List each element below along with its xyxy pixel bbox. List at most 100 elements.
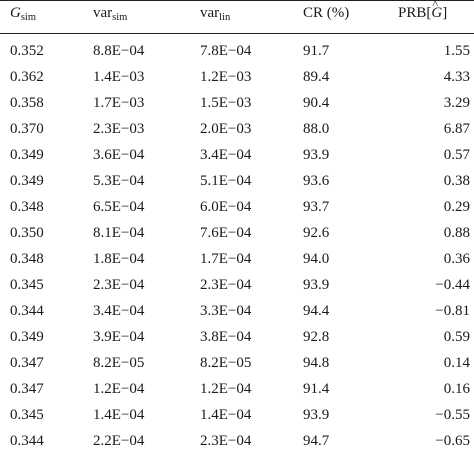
cr-cell: 93.9 [303,407,330,423]
var-lin-cell: 1.4E−04 [200,407,252,423]
table-row: 0.349 3.9E−04 3.8E−04 92.8 0.59 [0,328,474,354]
cr-cell: 94.7 [303,433,330,449]
var-lin-cell: 3.4E−04 [200,147,252,163]
table-row: 0.350 8.1E−04 7.6E−04 92.6 0.88 [0,224,474,250]
prb-cell: 0.16 [443,381,470,397]
var-lin-cell: 8.2E−05 [200,355,252,371]
var-lin-cell: 2.0E−03 [200,121,252,137]
var-sim-cell: 3.4E−04 [93,303,145,319]
g-sim-cell: 0.348 [10,199,44,215]
prb-cell: −0.44 [435,277,470,293]
table-top-rule [0,0,474,1]
g-sim-cell: 0.350 [10,225,44,241]
var-lin-cell: 1.5E−03 [200,95,252,111]
table-row: 0.362 1.4E−03 1.2E−03 89.4 4.33 [0,68,474,94]
var-lin-cell: 1.7E−04 [200,251,252,267]
prb-cell: −0.65 [435,433,470,449]
var-sim-cell: 2.2E−04 [93,433,145,449]
table-row: 0.347 1.2E−04 1.2E−04 91.4 0.16 [0,380,474,406]
cr-cell: 90.4 [303,95,330,111]
g-sim-cell: 0.345 [10,407,44,423]
table-row: 0.345 1.4E−04 1.4E−04 93.9 −0.55 [0,406,474,432]
table-header-row: Gsim varsim varlin CR (%) PRB[^ G] [0,0,474,33]
prb-cell: 0.29 [443,199,470,215]
g-sim-cell: 0.362 [10,69,44,85]
g-sim-cell: 0.345 [10,277,44,293]
g-sim-cell: 0.352 [10,43,44,59]
var-lin-cell: 1.2E−04 [200,381,252,397]
cr-cell: 93.9 [303,277,330,293]
header-var-lin: varlin [200,5,231,23]
g-sim-cell: 0.349 [10,173,44,189]
header-var-sim: varsim [93,5,128,23]
var-sim-cell: 2.3E−04 [93,277,145,293]
var-sim-cell: 6.5E−04 [93,199,145,215]
g-sim-cell: 0.349 [10,147,44,163]
cr-cell: 94.0 [303,251,330,267]
var-sim-cell: 8.2E−05 [93,355,145,371]
cr-cell: 93.7 [303,199,330,215]
var-sim-cell: 1.7E−03 [93,95,145,111]
var-sim-cell: 2.3E−03 [93,121,145,137]
table-row: 0.352 8.8E−04 7.8E−04 91.7 1.55 [0,42,474,68]
var-sim-cell: 1.4E−03 [93,69,145,85]
cr-cell: 94.8 [303,355,330,371]
var-sim-cell: 1.4E−04 [93,407,145,423]
var-lin-cell: 6.0E−04 [200,199,252,215]
table-row: 0.349 5.3E−04 5.1E−04 93.6 0.38 [0,172,474,198]
g-sim-cell: 0.370 [10,121,44,137]
g-sim-cell: 0.348 [10,251,44,267]
cr-cell: 91.4 [303,381,330,397]
table-row: 0.344 3.4E−04 3.3E−04 94.4 −0.81 [0,302,474,328]
g-sim-cell: 0.347 [10,355,44,371]
cr-cell: 89.4 [303,69,330,85]
prb-cell: 3.29 [443,95,470,111]
table-row: 0.348 1.8E−04 1.7E−04 94.0 0.36 [0,250,474,276]
var-lin-cell: 7.6E−04 [200,225,252,241]
table-row: 0.349 3.6E−04 3.4E−04 93.9 0.57 [0,146,474,172]
prb-cell: −0.55 [435,407,470,423]
var-sim-cell: 8.1E−04 [93,225,145,241]
table-row: 0.345 2.3E−04 2.3E−04 93.9 −0.44 [0,276,474,302]
header-prb: PRB[^ G] [398,0,448,21]
prb-cell: 1.55 [443,43,470,59]
prb-cell: 0.88 [443,225,470,241]
cr-cell: 92.8 [303,329,330,345]
var-lin-cell: 7.8E−04 [200,43,252,59]
var-lin-cell: 2.3E−04 [200,277,252,293]
var-sim-cell: 1.8E−04 [93,251,145,267]
var-sim-cell: 5.3E−04 [93,173,145,189]
table-row: 0.348 6.5E−04 6.0E−04 93.7 0.29 [0,198,474,224]
var-lin-cell: 3.3E−04 [200,303,252,319]
prb-cell: 4.33 [443,69,470,85]
prb-cell: 0.57 [443,147,470,163]
prb-cell: −0.81 [435,303,470,319]
cr-cell: 93.6 [303,173,330,189]
prb-cell: 0.14 [443,355,470,371]
var-sim-cell: 1.2E−04 [93,381,145,397]
cr-cell: 91.7 [303,43,330,59]
table-row: 0.347 8.2E−05 8.2E−05 94.8 0.14 [0,354,474,380]
g-sim-cell: 0.344 [10,303,44,319]
var-lin-cell: 1.2E−03 [200,69,252,85]
prb-cell: 0.36 [443,251,470,267]
var-sim-cell: 3.6E−04 [93,147,145,163]
cr-cell: 92.6 [303,225,330,241]
var-lin-cell: 5.1E−04 [200,173,252,189]
prb-cell: 0.38 [443,173,470,189]
var-lin-cell: 3.8E−04 [200,329,252,345]
cr-cell: 93.9 [303,147,330,163]
var-lin-cell: 2.3E−04 [200,433,252,449]
prb-cell: 0.59 [443,329,470,345]
table-header-rule [0,33,474,34]
table-row: 0.370 2.3E−03 2.0E−03 88.0 6.87 [0,120,474,146]
g-sim-cell: 0.349 [10,329,44,345]
header-cr: CR (%) [303,5,350,21]
g-sim-cell: 0.344 [10,433,44,449]
g-sim-cell: 0.347 [10,381,44,397]
cr-cell: 88.0 [303,121,330,137]
header-g-sim: Gsim [10,5,37,23]
prb-cell: 6.87 [443,121,470,137]
table-row: 0.344 2.2E−04 2.3E−04 94.7 −0.65 [0,432,474,458]
